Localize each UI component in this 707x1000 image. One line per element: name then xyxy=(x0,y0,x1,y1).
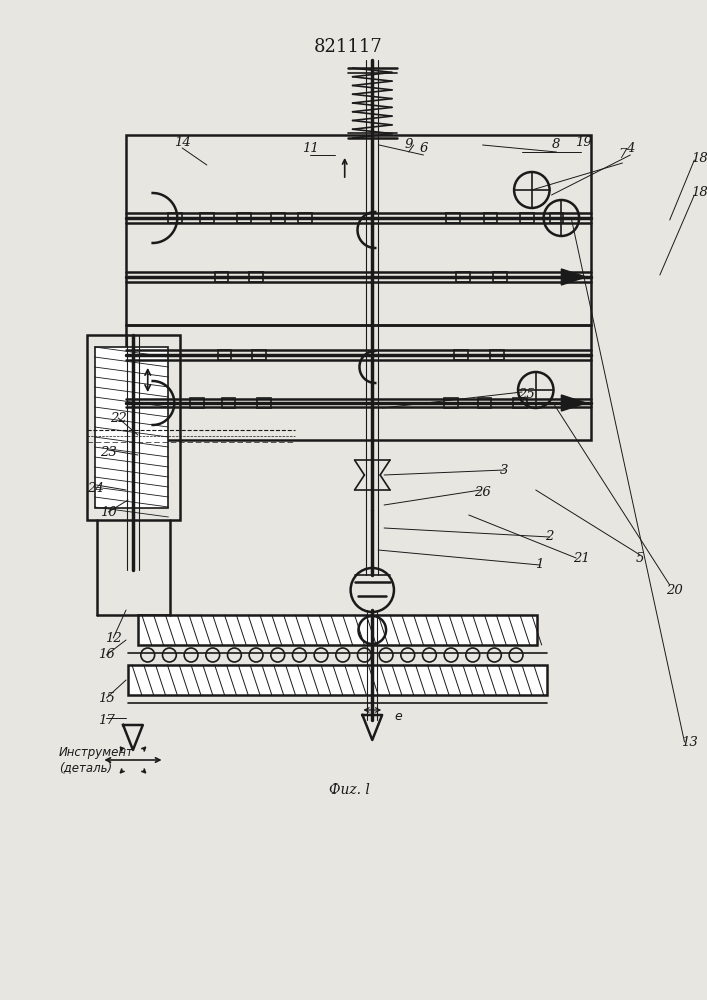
Text: 821117: 821117 xyxy=(313,38,382,56)
Bar xyxy=(271,213,285,223)
Text: 5: 5 xyxy=(636,552,644,564)
Bar xyxy=(456,272,469,282)
Bar xyxy=(126,325,591,440)
Bar xyxy=(446,213,460,223)
Text: Инструмент
(деталь): Инструмент (деталь) xyxy=(59,746,134,774)
Bar xyxy=(478,398,491,408)
Bar xyxy=(484,213,497,223)
Text: 21: 21 xyxy=(573,552,590,564)
Bar xyxy=(128,665,547,695)
Bar xyxy=(221,398,235,408)
Bar xyxy=(168,213,182,223)
Bar xyxy=(454,350,468,360)
Bar xyxy=(87,335,180,520)
Bar xyxy=(238,213,251,223)
Bar xyxy=(252,350,266,360)
Bar xyxy=(218,350,231,360)
Bar xyxy=(491,350,504,360)
Text: 6: 6 xyxy=(419,141,428,154)
Text: Фиz. l: Фиz. l xyxy=(329,783,370,797)
Bar xyxy=(200,213,214,223)
Text: 22: 22 xyxy=(110,412,127,424)
Bar xyxy=(513,398,527,408)
Bar xyxy=(549,213,563,223)
Text: 23: 23 xyxy=(100,446,117,458)
Text: 18: 18 xyxy=(691,186,707,200)
Polygon shape xyxy=(561,395,586,411)
Text: 4: 4 xyxy=(626,141,634,154)
Text: 3: 3 xyxy=(500,464,508,477)
Bar xyxy=(444,398,458,408)
Bar xyxy=(126,135,591,325)
Text: e: e xyxy=(394,710,402,722)
Text: 24: 24 xyxy=(87,482,104,494)
Bar xyxy=(257,398,271,408)
Text: 26: 26 xyxy=(474,486,491,498)
Text: 19: 19 xyxy=(575,135,592,148)
Bar xyxy=(215,272,228,282)
Text: 1: 1 xyxy=(535,558,544,572)
Polygon shape xyxy=(561,269,586,285)
Text: 13: 13 xyxy=(681,736,698,748)
Text: 11: 11 xyxy=(302,141,319,154)
Text: 7: 7 xyxy=(618,148,626,161)
Bar xyxy=(493,272,507,282)
Bar xyxy=(298,213,312,223)
Text: 25: 25 xyxy=(518,388,535,401)
Text: 20: 20 xyxy=(666,584,683,596)
Text: 15: 15 xyxy=(98,692,115,704)
Bar xyxy=(249,272,263,282)
Circle shape xyxy=(351,568,394,612)
Text: 2: 2 xyxy=(545,530,554,544)
Text: 12: 12 xyxy=(105,632,122,645)
Text: 9: 9 xyxy=(404,138,413,151)
Bar xyxy=(95,347,168,508)
Text: 8: 8 xyxy=(552,138,561,151)
Text: 10: 10 xyxy=(100,506,117,518)
Bar xyxy=(138,615,537,645)
Text: 18: 18 xyxy=(691,151,707,164)
Bar xyxy=(190,398,204,408)
Text: 17: 17 xyxy=(98,714,115,726)
Text: 14: 14 xyxy=(174,135,191,148)
Bar xyxy=(520,213,534,223)
Text: 16: 16 xyxy=(98,648,115,662)
